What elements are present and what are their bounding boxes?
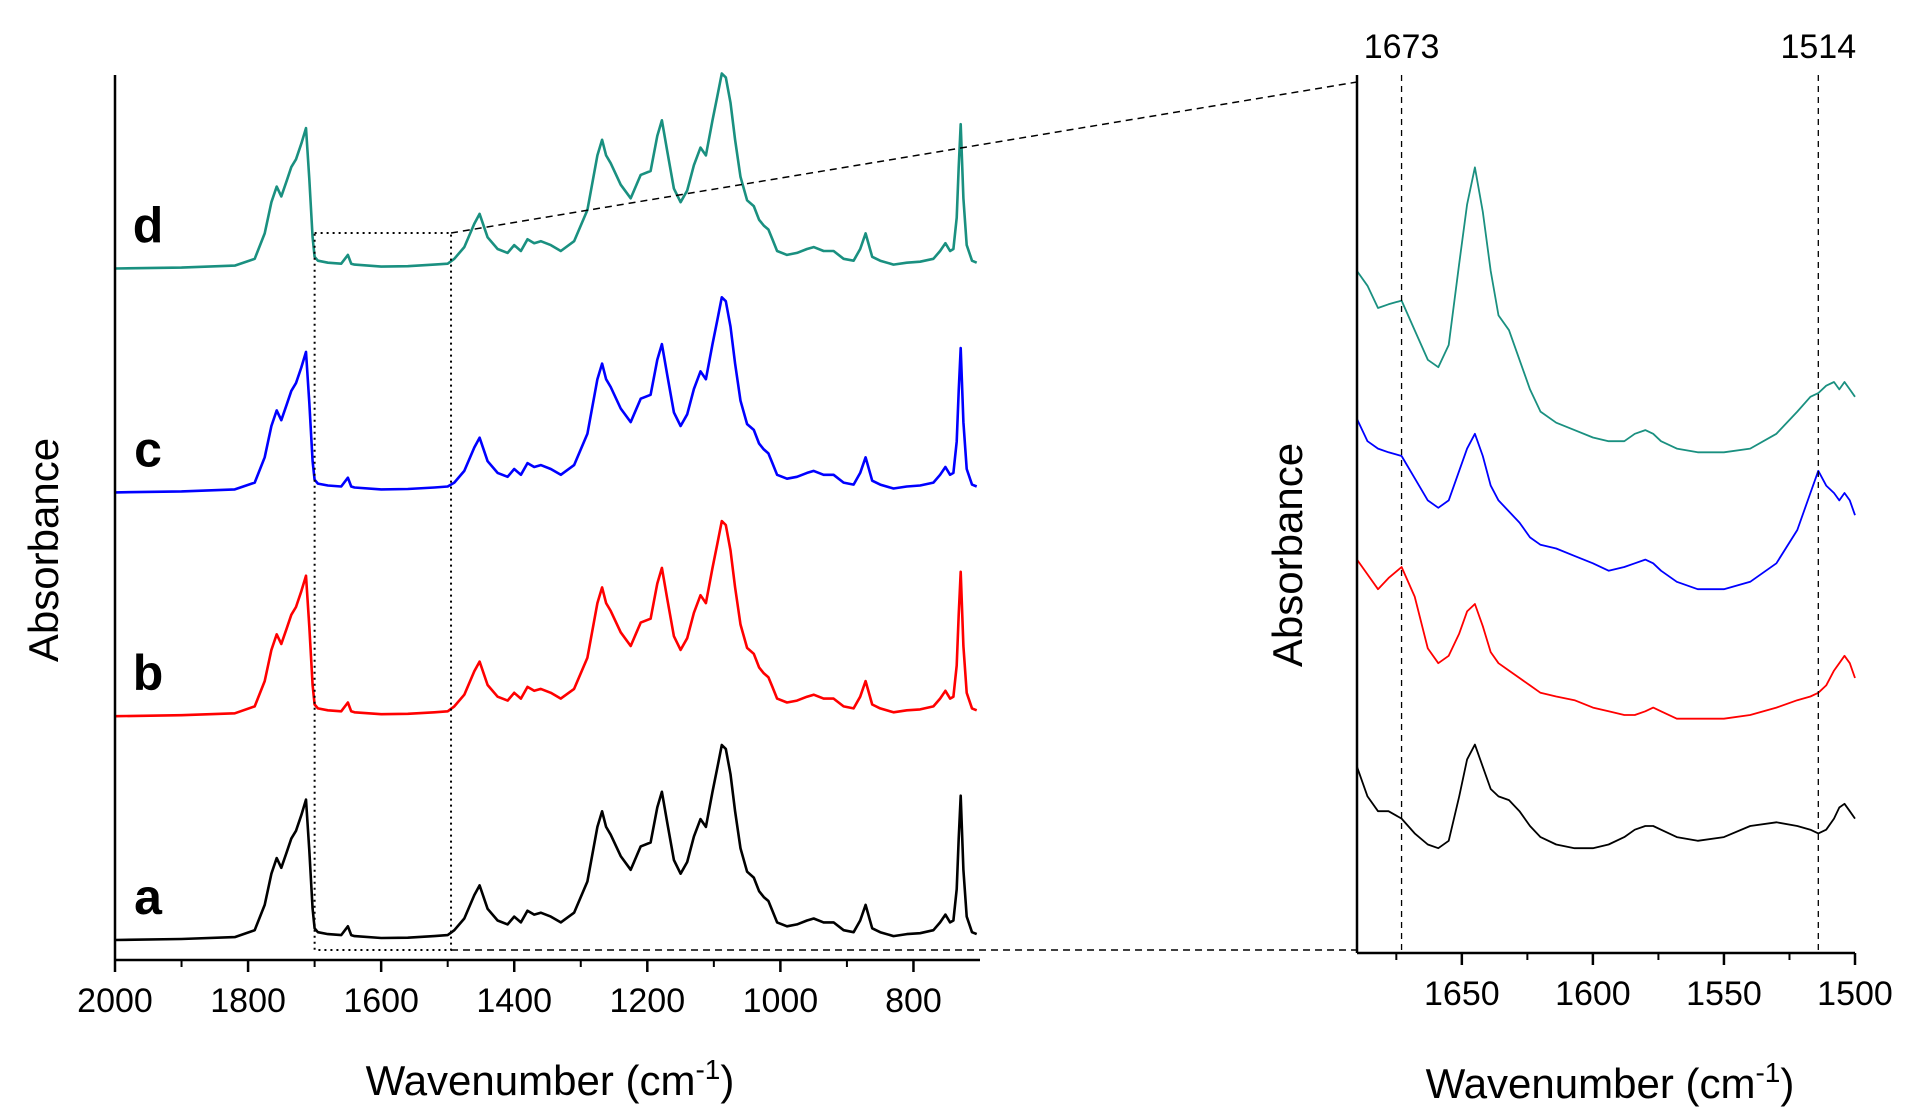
overview-x-tick-label: 1800 [210, 982, 286, 1020]
overview-x-axis-title: Wavenumber (cm-1) [366, 1054, 735, 1104]
overview-axes: 2000 1800 1600 1400 1200 1000 800 [77, 75, 980, 1020]
reference-label-1673: 1673 [1364, 28, 1440, 66]
zoom-x-tick-label: 1550 [1686, 975, 1762, 1013]
zoom-reference-lines: 1673 1514 [1364, 28, 1856, 953]
overview-y-axis-title: Absorbance [20, 438, 67, 662]
overview-x-tick-label: 800 [885, 982, 942, 1020]
overview-trace-labels: a b c d [133, 198, 164, 925]
overview-panel: Absorbance Wavenumber (cm-1) 2000 1800 160… [20, 72, 980, 1104]
zoom-region-box [313, 232, 453, 951]
zoom-x-tick-label: 1500 [1817, 975, 1893, 1013]
reference-label-1514: 1514 [1780, 28, 1856, 66]
zoom-x-axis-title: Wavenumber (cm-1) [1426, 1057, 1795, 1107]
zoom-panel: Absorbance Wavenumber (cm-1) 1650 1600 155… [1264, 28, 1893, 1107]
zoom-x-tick-label: 1650 [1424, 975, 1500, 1013]
overview-series-a-line [114, 743, 978, 942]
overview-series-b-line [114, 519, 978, 718]
overview-x-tick-label: 1400 [476, 982, 552, 1020]
overview-series-d-line [114, 72, 978, 270]
overview-trace-label-c: c [134, 421, 162, 477]
overview-x-tick-label: 1200 [609, 982, 685, 1020]
overview-x-title-sup: -1 [695, 1054, 720, 1085]
zoom-y-axis-title: Absorbance [1264, 443, 1311, 667]
zoom-x-title-tail: ) [1780, 1060, 1794, 1107]
overview-trace-label-a: a [134, 869, 163, 925]
overview-series-group [114, 72, 978, 942]
zoom-series-group [1356, 166, 1856, 850]
overview-series-c-line [114, 296, 978, 494]
overview-x-title-main: Wavenumber (cm [366, 1057, 696, 1104]
zoom-x-title-main: Wavenumber (cm [1426, 1060, 1756, 1107]
overview-x-tick-label: 1600 [343, 982, 419, 1020]
overview-x-title-tail: ) [720, 1057, 734, 1104]
zoom-series-a-line [1356, 743, 1856, 850]
zoom-series-b-line [1356, 559, 1856, 720]
overview-x-tick-label: 1000 [743, 982, 819, 1020]
zoom-series-c-line [1356, 418, 1856, 591]
overview-x-tick-label: 2000 [77, 982, 153, 1020]
zoom-x-tick-label: 1600 [1555, 975, 1631, 1013]
zoom-series-d-line [1356, 166, 1856, 454]
zoom-axes: 1650 1600 1550 1500 [1355, 75, 1893, 1013]
overview-trace-label-b: b [133, 645, 164, 701]
connector-top [450, 81, 1358, 234]
zoom-x-title-sup: -1 [1755, 1057, 1780, 1088]
zoom-connector-lines [450, 81, 1358, 951]
overview-trace-label-d: d [133, 198, 164, 254]
